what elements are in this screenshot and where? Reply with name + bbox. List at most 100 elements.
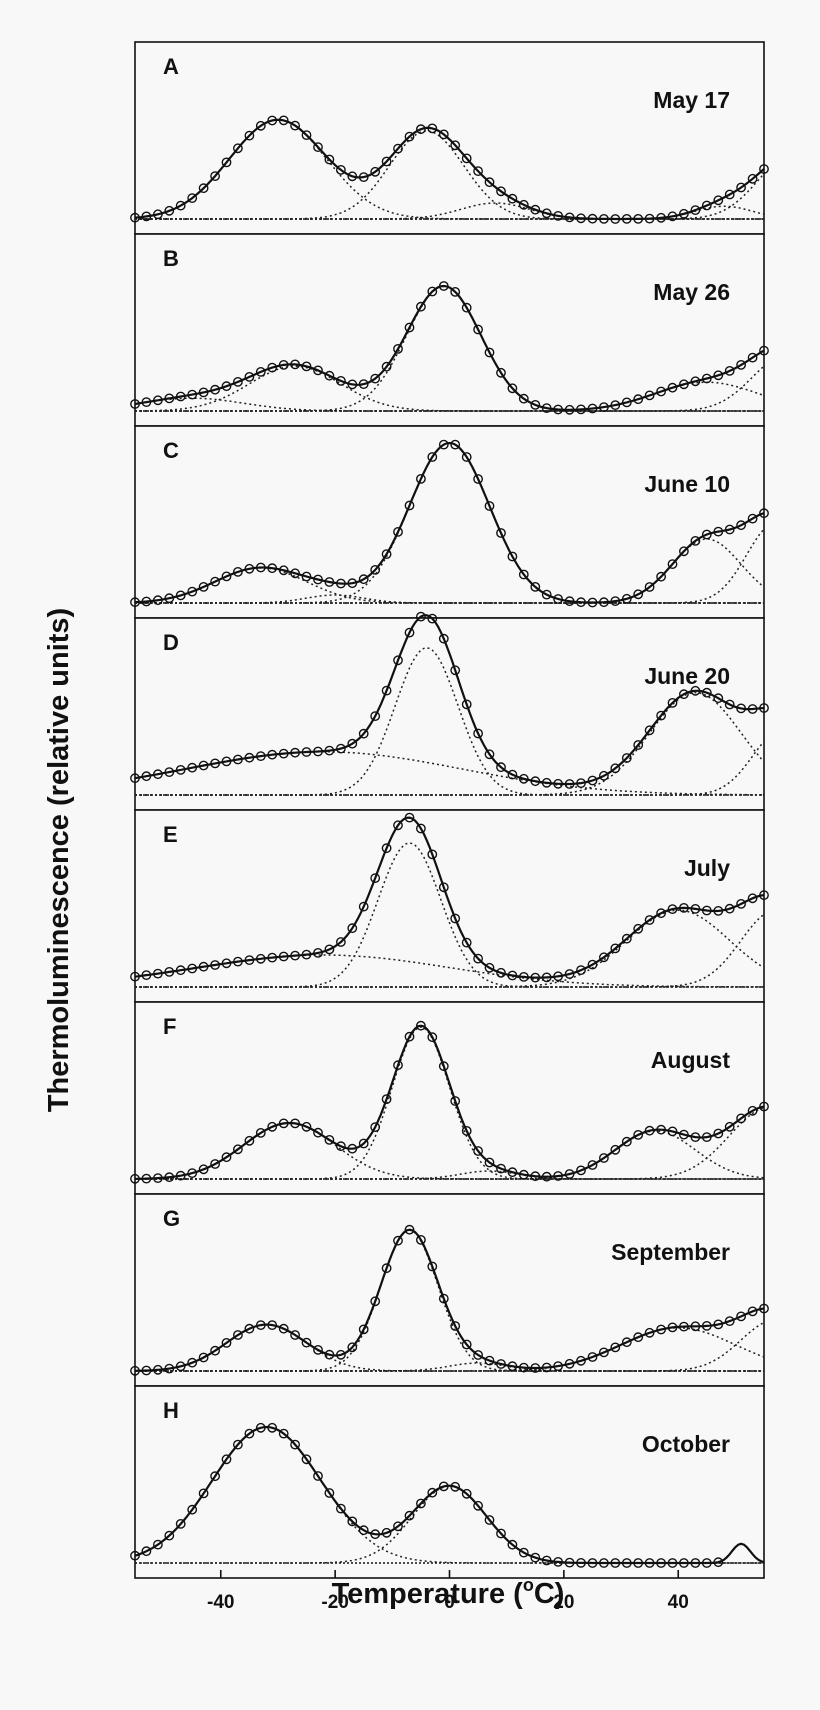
panel-c-data-point [358,574,369,585]
panel-d-data-point [175,765,186,775]
panel-h-label: October [642,1431,730,1457]
y-axis-title: Thermoluminescence (relative units) [43,608,75,1112]
panel-d-data-point [210,758,221,769]
panel-a-data-point [232,143,243,154]
panel-d-data-point [747,704,758,714]
panel-g-data-point [541,1362,552,1373]
panel-f-data-point [587,1160,598,1170]
panel-d-data-point [427,613,438,624]
panel-g-data-point [679,1321,689,1332]
panel-a-data-point [587,213,598,224]
x-tick-label: -20 [321,1592,348,1613]
panel-b-data-point [690,376,701,387]
panel-b-data-point [290,359,300,370]
panel-e-data-point [381,843,392,854]
panel-e-data-point [427,849,438,860]
panel-e-data-point [553,971,563,982]
panel-a-data-point [736,182,746,193]
panel-g-label: September [611,1239,730,1265]
panel-c-frame [134,425,765,619]
panel-f-data-point [427,1032,438,1043]
panel-a-fit-curve [134,118,765,221]
panel-a-data-point [701,200,712,211]
panel-f-data-point [701,1132,712,1143]
panel-d-data-point [244,752,255,763]
panel-d-data-point [644,725,655,736]
panel-b-data-point [427,286,438,297]
panel-f-data-point [198,1164,209,1175]
panel-h-data-point [152,1539,163,1550]
panel-c-data-point [438,439,449,450]
panel-a-data-point [278,115,289,126]
panel-h-data-point [679,1558,689,1568]
panel-a-data-point [301,130,312,141]
panel-d-data-point [438,633,449,644]
panel-e-data-point [690,904,701,914]
panel-h-data-point [690,1558,701,1568]
panel-h-data-point [232,1439,243,1450]
panel-f-data-point [530,1171,541,1182]
panel-g-data-point [633,1332,644,1343]
panel-g-data-point [553,1361,563,1372]
panel-a-data-point [564,212,575,223]
panel-a-data-point [130,212,140,223]
panel-a-letter: A [163,54,179,79]
panel-f-data-point [576,1165,586,1176]
panel-b-data-point [232,376,243,387]
panel-g-data-point [393,1235,403,1246]
panel-d-data-point [484,749,495,760]
panel-d: D June 20 [130,611,769,811]
panel-b-data-point [610,400,621,410]
panel-e-data-point [599,952,609,963]
panel-h-frame [134,1385,765,1579]
panel-f-data-point [690,1132,701,1143]
panel-b-data-point [301,361,312,372]
panel-a-data-point [427,123,438,134]
panel-g-frame [134,1193,765,1387]
panel-a-data-point [656,212,666,223]
panel-g-data-point [496,1359,506,1369]
panel-g-data-point [278,1323,289,1334]
panel-h-data-point [621,1558,632,1568]
panel-e-data-point [496,967,506,978]
panel-g-data-point [381,1263,392,1274]
panel-c-data-point [553,594,563,604]
panel-f-data-point [381,1094,392,1105]
panel-b-frame [134,233,765,427]
panel-b-data-point [473,324,483,335]
panel-d-data-point [541,777,552,788]
panel-h-data-point [278,1428,289,1439]
panel-f-data-point [461,1126,472,1136]
panel-e-data-point [473,953,483,964]
panel-c-data-point [610,596,621,606]
panel-d-data-point [736,703,746,714]
panel-b-data-point [507,383,518,394]
panel-a-data-point [415,124,426,135]
panel-f-data-point [633,1130,644,1140]
panel-a-data-point [724,189,735,200]
panel-e-data-point [404,812,415,823]
panel-e-data-point [324,944,335,955]
panel-f-data-point [187,1168,198,1179]
panel-e-data-point [587,959,598,970]
panel-h-data-point [713,1557,724,1568]
panel-c-data-point [255,562,266,573]
panel-f-data-point [175,1170,186,1181]
panel-h-data-point [370,1529,381,1540]
panel-g-data-point [621,1337,632,1348]
panel-e-data-point [633,923,644,934]
panel-b-data-point [667,382,678,393]
panel-f-data-point [644,1125,655,1136]
panel-d-data-point [301,747,312,757]
panel-d-frame [134,617,765,811]
panel-a-data-point [713,195,724,206]
panel-e-data-point [221,958,232,969]
panel-g-data-point [210,1345,221,1356]
panel-g-data-point [301,1337,312,1348]
panel-g-data-point [599,1347,609,1358]
panel-c-data-point [736,520,746,531]
panel-d-fit-curve [134,614,765,786]
panel-f-data-point [255,1128,266,1138]
panel-h-data-point [221,1454,232,1465]
panel-e-data-point [141,970,152,980]
